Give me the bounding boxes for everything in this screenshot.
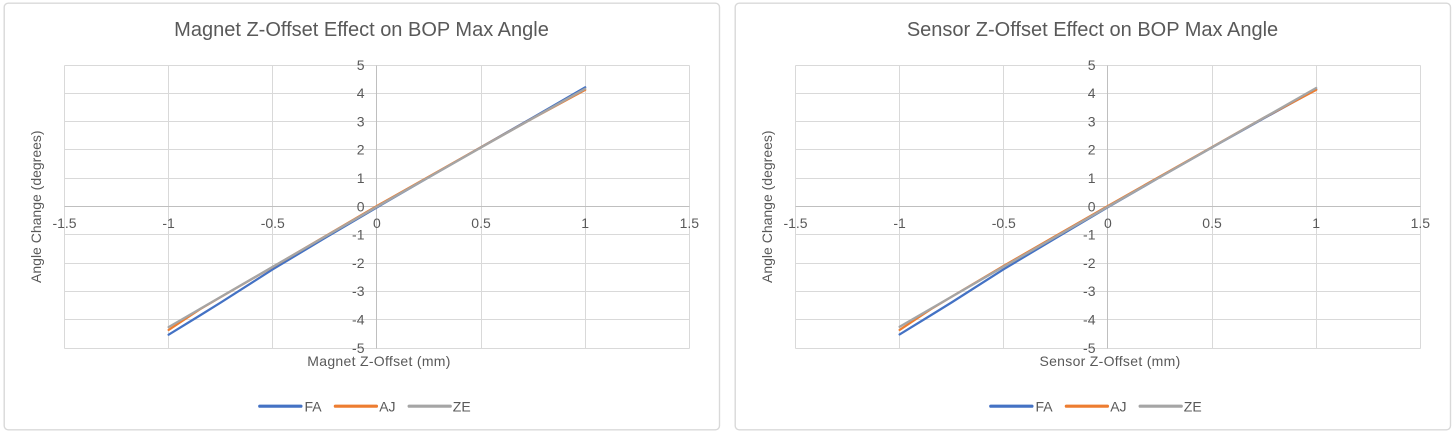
svg-text:-5: -5 <box>352 340 365 356</box>
svg-text:0.5: 0.5 <box>1202 215 1222 231</box>
svg-text:1: 1 <box>1312 215 1320 231</box>
svg-text:ZE: ZE <box>1184 399 1202 415</box>
svg-text:FA: FA <box>305 399 323 415</box>
svg-text:5: 5 <box>357 57 365 73</box>
svg-text:-0.5: -0.5 <box>992 215 1016 231</box>
svg-text:-3: -3 <box>352 283 365 299</box>
svg-text:0: 0 <box>357 198 365 214</box>
svg-text:-1: -1 <box>893 215 906 231</box>
svg-text:0: 0 <box>373 215 381 231</box>
svg-text:AJ: AJ <box>379 399 395 415</box>
svg-text:1: 1 <box>357 170 365 186</box>
svg-text:1: 1 <box>581 215 589 231</box>
svg-text:3: 3 <box>357 113 365 129</box>
svg-text:2: 2 <box>357 142 365 158</box>
svg-text:AJ: AJ <box>1110 399 1126 415</box>
svg-text:0.5: 0.5 <box>471 215 491 231</box>
svg-text:1: 1 <box>1088 170 1096 186</box>
svg-text:FA: FA <box>1036 399 1054 415</box>
svg-text:-5: -5 <box>1083 340 1096 356</box>
svg-text:-2: -2 <box>1083 255 1096 271</box>
svg-text:4: 4 <box>1088 85 1096 101</box>
svg-text:Sensor Z-Offset Effect on BOP: Sensor Z-Offset Effect on BOP Max Angle <box>907 19 1278 41</box>
svg-text:-4: -4 <box>352 312 365 328</box>
svg-text:3: 3 <box>1088 113 1096 129</box>
svg-text:ZE: ZE <box>453 399 471 415</box>
svg-text:Magnet Z-Offset Effect on BOP: Magnet Z-Offset Effect on BOP Max Angle <box>174 19 549 41</box>
svg-text:2: 2 <box>1088 142 1096 158</box>
svg-text:5: 5 <box>1088 57 1096 73</box>
svg-text:-1.5: -1.5 <box>52 215 76 231</box>
svg-text:Angle Change (degrees): Angle Change (degrees) <box>28 130 44 283</box>
svg-text:1.5: 1.5 <box>1411 215 1431 231</box>
svg-text:0: 0 <box>1104 215 1112 231</box>
svg-text:-2: -2 <box>352 255 365 271</box>
svg-text:1.5: 1.5 <box>680 215 700 231</box>
svg-text:-0.5: -0.5 <box>261 215 285 231</box>
svg-text:Sensor Z-Offset (mm): Sensor Z-Offset (mm) <box>1039 353 1180 369</box>
svg-text:Magnet Z-Offset (mm): Magnet Z-Offset (mm) <box>307 353 450 369</box>
svg-text:-1.5: -1.5 <box>783 215 807 231</box>
svg-text:0: 0 <box>1088 198 1096 214</box>
svg-text:4: 4 <box>357 85 365 101</box>
svg-text:-1: -1 <box>352 227 365 243</box>
svg-text:-1: -1 <box>162 215 175 231</box>
svg-text:-3: -3 <box>1083 283 1096 299</box>
svg-text:-4: -4 <box>1083 312 1096 328</box>
svg-text:-1: -1 <box>1083 227 1096 243</box>
svg-text:Angle Change (degrees): Angle Change (degrees) <box>759 130 775 283</box>
